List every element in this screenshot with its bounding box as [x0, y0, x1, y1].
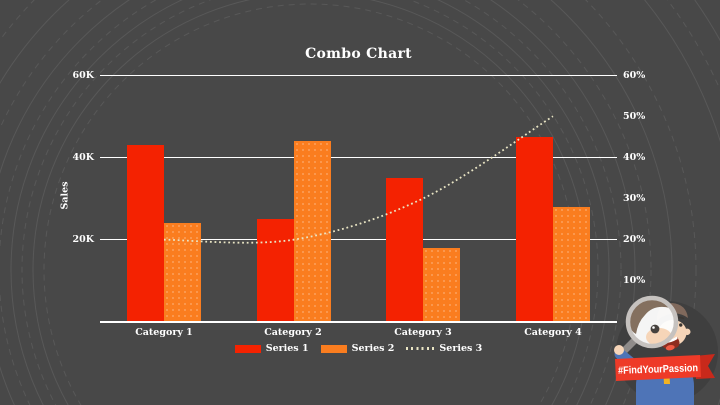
mascot-eye	[679, 323, 683, 327]
series2-swatch	[320, 344, 347, 353]
right-tick-20pct: 20%	[623, 234, 646, 245]
bar-series1-category2	[256, 219, 294, 322]
left-tick-20k: 20K	[72, 234, 94, 245]
left-tick-60k: 60K	[72, 70, 94, 81]
magnifying-glass-icon	[625, 295, 679, 349]
chart-title: Combo Chart	[305, 46, 412, 62]
legend-label-series1: Series 1	[265, 343, 309, 354]
x-label-category4: Category 4	[524, 327, 582, 338]
hashtag-ribbon-badge: #FindYourPassion	[615, 354, 715, 381]
y-axis-title-sales: Sales	[59, 181, 71, 210]
right-tick-60pct: 60%	[623, 70, 646, 81]
x-label-category1: Category 1	[135, 327, 193, 338]
legend-item-series2: Series 2	[320, 343, 395, 354]
bar-series1-category3	[386, 177, 423, 322]
magnified-pupil	[650, 324, 660, 334]
right-tick-30pct: 30%	[623, 193, 646, 204]
bar-series2-category4	[553, 206, 590, 323]
right-tick-50pct: 50%	[623, 111, 646, 122]
chart-legend: Series 1 Series 2 Series 3	[100, 343, 617, 354]
x-label-category2: Category 2	[264, 327, 322, 338]
series3-dotted-line	[163, 115, 554, 244]
bar-series1-category4	[516, 136, 553, 322]
right-tick-40pct: 40%	[623, 152, 646, 163]
legend-item-series3: Series 3	[406, 343, 482, 354]
series3-dotted-swatch	[406, 347, 435, 350]
legend-label-series2: Series 2	[351, 343, 395, 354]
ribbon-band	[615, 355, 701, 381]
legend-label-series3: Series 3	[439, 343, 483, 354]
left-tick-40k: 40K	[72, 152, 94, 163]
legend-item-series1: Series 1	[234, 343, 309, 354]
x-label-category3: Category 3	[394, 327, 452, 338]
bar-series1-category1	[127, 144, 164, 322]
x-axis-line	[100, 321, 617, 323]
series1-swatch	[234, 344, 261, 353]
right-tick-10pct: 10%	[623, 275, 646, 286]
gridline-60k	[100, 75, 617, 76]
bar-series2-category2	[293, 140, 331, 323]
bar-series2-category3	[423, 247, 460, 323]
ribbon-text: #FindYourPassion	[618, 362, 698, 377]
bar-series2-category1	[164, 223, 201, 322]
